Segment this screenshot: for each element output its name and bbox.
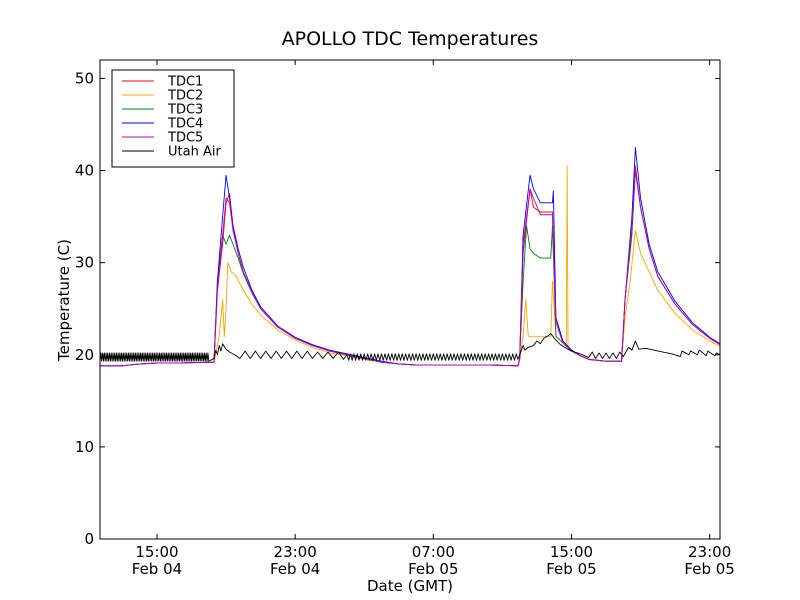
x-tick-label-date: Feb 05	[684, 560, 734, 578]
plot-frame	[99, 59, 721, 540]
legend-label-utah-air: Utah Air	[168, 145, 221, 160]
y-tick-label: 20	[75, 346, 94, 364]
x-tick-label-date: Feb 05	[408, 560, 458, 578]
x-tick-label-date: Feb 04	[270, 560, 320, 578]
x-tick-label-date: Feb 05	[546, 560, 596, 578]
y-axis-title: Temperature (C)	[55, 239, 73, 362]
x-tick-label-time: 07:00	[412, 543, 455, 561]
x-tick-label-time: 23:00	[274, 543, 317, 561]
series-layer	[100, 147, 720, 367]
y-tick-label: 0	[84, 530, 94, 548]
x-tick-label-time: 15:00	[135, 543, 178, 561]
y-tick-label: 10	[75, 438, 94, 456]
chart-title: APOLLO TDC Temperatures	[282, 28, 539, 50]
legend-label-tdc3: TDC3	[167, 103, 203, 118]
x-tick-label-time: 15:00	[550, 543, 593, 561]
y-tick-label: 30	[75, 254, 94, 272]
legend-label-tdc1: TDC1	[167, 75, 203, 90]
x-tick-label-time: 23:00	[688, 543, 731, 561]
series-line-tdc5	[100, 170, 720, 367]
series-line-utah-air	[100, 333, 720, 362]
y-tick-label: 40	[75, 162, 94, 180]
x-axis-title: Date (GMT)	[367, 577, 453, 595]
legend-label-tdc4: TDC4	[167, 117, 203, 132]
y-tick-label: 50	[75, 69, 94, 87]
legend-label-tdc2: TDC2	[167, 89, 203, 104]
x-tick-label-date: Feb 04	[132, 560, 182, 578]
legend-label-tdc5: TDC5	[167, 131, 203, 146]
